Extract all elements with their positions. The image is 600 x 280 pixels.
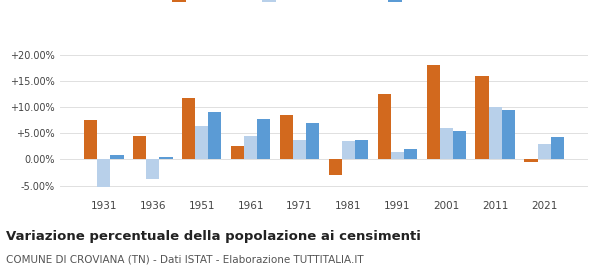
Bar (97, 159, 110, 186)
Bar (293, 140, 306, 159)
Bar (329, 159, 342, 175)
Bar (502, 110, 515, 159)
Bar (488, 107, 502, 159)
Bar (475, 76, 488, 159)
Bar (404, 149, 417, 159)
Bar (551, 137, 564, 159)
Bar (160, 157, 173, 159)
Bar (231, 146, 244, 159)
Legend: Croviana, Provincia di TN, Trentino-AA: Croviana, Provincia di TN, Trentino-AA (167, 0, 481, 6)
Text: COMUNE DI CROVIANA (TN) - Dati ISTAT - Elaborazione TUTTITALIA.IT: COMUNE DI CROVIANA (TN) - Dati ISTAT - E… (6, 255, 364, 265)
Bar (355, 140, 368, 159)
Bar (306, 123, 319, 159)
Bar (110, 155, 124, 159)
Bar (342, 141, 355, 159)
Bar (377, 94, 391, 159)
Bar (427, 66, 440, 159)
Bar (133, 136, 146, 159)
Bar (146, 159, 160, 179)
Bar (257, 119, 271, 159)
Bar (538, 144, 551, 159)
Bar (453, 131, 466, 159)
Bar (391, 152, 404, 159)
Bar (440, 128, 453, 159)
Bar (182, 98, 195, 159)
Bar (195, 125, 208, 159)
Bar (524, 159, 538, 162)
Bar (280, 115, 293, 159)
Bar (84, 120, 97, 159)
Text: Variazione percentuale della popolazione ai censimenti: Variazione percentuale della popolazione… (6, 230, 421, 242)
Bar (244, 136, 257, 159)
Bar (208, 113, 221, 159)
